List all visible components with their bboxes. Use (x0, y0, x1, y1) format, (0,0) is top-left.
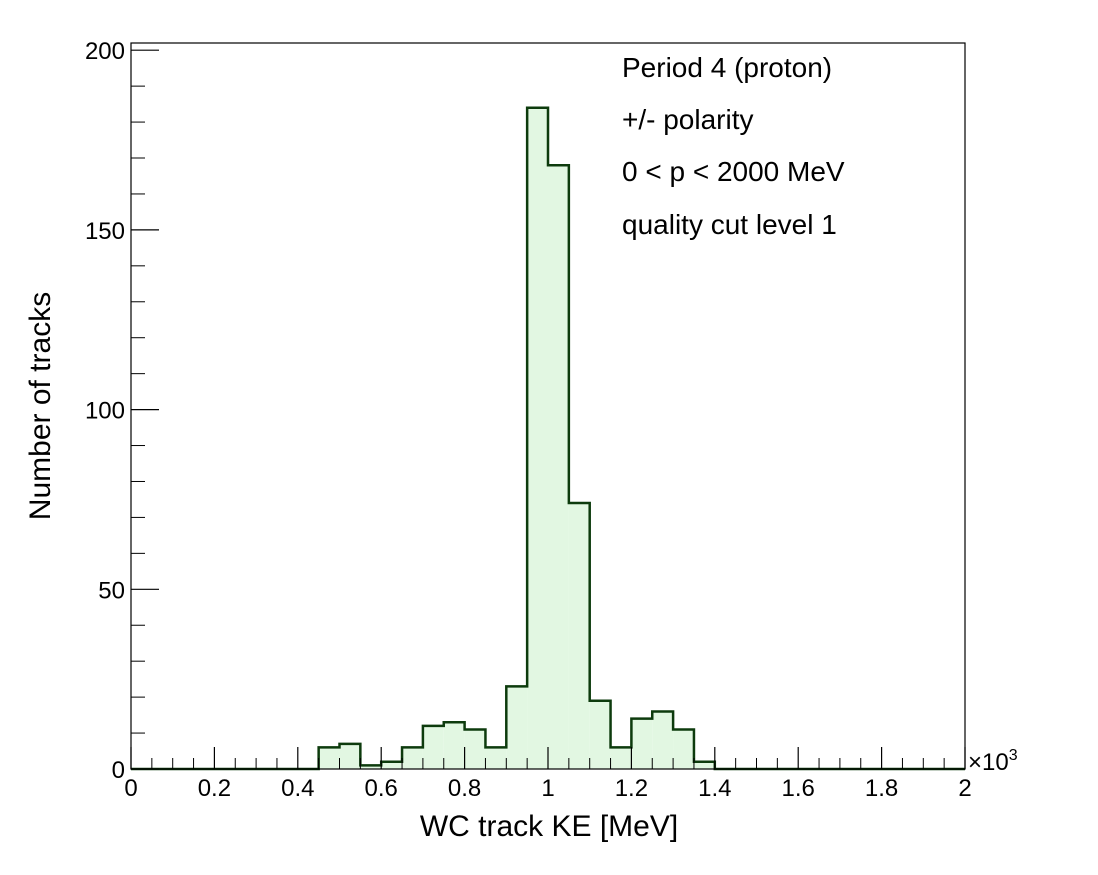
annotation-momentum-range: 0 < p < 2000 MeV (622, 156, 845, 187)
histogram-bin (464, 729, 486, 769)
x-tick-label: 2 (958, 775, 971, 802)
histogram-bin (485, 747, 507, 769)
axis-ticks (130, 49, 966, 770)
y-tick-label: 50 (98, 577, 125, 604)
histogram-bin (652, 711, 674, 769)
histogram-bin (506, 686, 528, 769)
histogram-bin (422, 725, 444, 769)
annotation-polarity: +/- polarity (622, 104, 754, 135)
x-tick-label: 1 (541, 775, 554, 802)
tick-labels: 0 0.2 0.4 0.6 0.8 1 1.2 1.4 1.6 1.8 2 0 50 100 150 200 (85, 38, 972, 802)
y-tick-label: 0 (112, 757, 125, 784)
histogram-layer (131, 106, 965, 771)
plot-frame (130, 42, 966, 770)
y-tick-label: 150 (85, 218, 125, 245)
x-tick-label: 0.2 (198, 775, 231, 802)
annotation-quality-cut: quality cut level 1 (622, 209, 837, 240)
histogram-bin (318, 747, 340, 769)
histogram-bin (381, 761, 403, 769)
x-tick-label: 1.4 (698, 775, 731, 802)
x-tick-label: 1.6 (782, 775, 815, 802)
histogram-bin (360, 765, 382, 769)
histogram-bin (527, 107, 548, 770)
x-tick-label: 1.8 (865, 775, 898, 802)
histogram-bin (548, 165, 569, 770)
x-tick-label: 0.4 (281, 775, 314, 802)
x-multiplier-label: ×103 (968, 747, 1018, 776)
histogram-bin (443, 722, 465, 769)
histogram-bin (568, 503, 590, 769)
histogram-bin (589, 700, 611, 769)
histogram-bin (339, 743, 361, 769)
x-axis-title: WC track KE [MeV] (420, 810, 678, 843)
histogram-bin (402, 747, 423, 769)
annotation-period: Period 4 (proton) (622, 52, 832, 83)
y-tick-label: 100 (85, 398, 125, 425)
y-axis-title: Number of tracks (24, 292, 57, 520)
x-multiplier-exponent: 3 (1009, 747, 1018, 764)
x-tick-label: 0.6 (365, 775, 398, 802)
histogram-bin (631, 718, 653, 769)
histogram-bin (610, 747, 632, 769)
x-tick-label: 1.2 (615, 775, 648, 802)
x-tick-label: 0.8 (448, 775, 481, 802)
x-tick-label: 0 (124, 775, 137, 802)
histogram-bin (693, 761, 715, 769)
y-tick-label: 200 (85, 38, 125, 65)
histogram-bin (673, 729, 694, 769)
